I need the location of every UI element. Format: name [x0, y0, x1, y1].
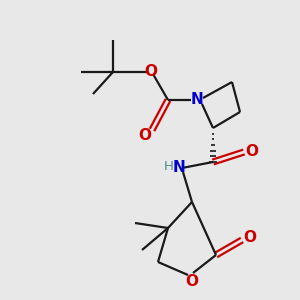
Text: N: N	[172, 160, 185, 175]
Text: O: O	[244, 230, 256, 245]
Text: O: O	[145, 64, 158, 80]
Text: O: O	[185, 274, 199, 289]
Text: H: H	[164, 160, 174, 173]
Text: N: N	[190, 92, 203, 107]
Text: O: O	[139, 128, 152, 142]
Text: O: O	[245, 145, 259, 160]
